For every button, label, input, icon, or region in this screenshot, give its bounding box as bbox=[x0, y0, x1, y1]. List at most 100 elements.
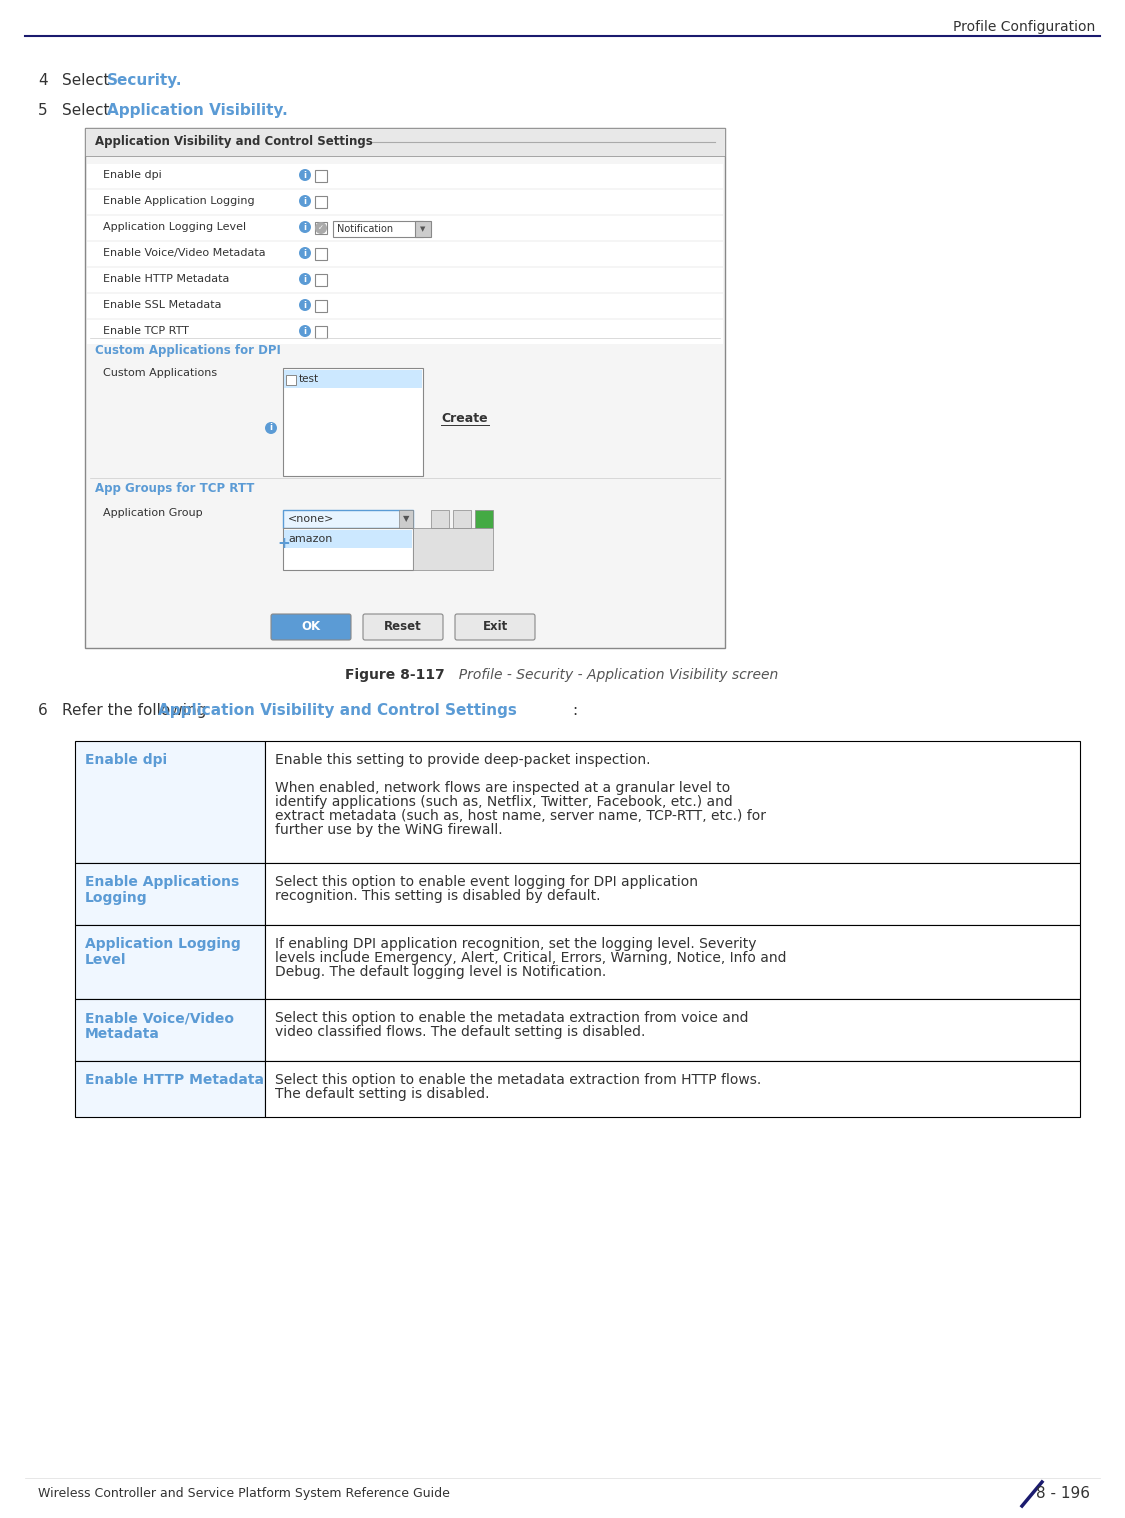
Text: i: i bbox=[270, 424, 272, 433]
FancyBboxPatch shape bbox=[363, 613, 443, 641]
Text: Security.: Security. bbox=[107, 73, 182, 88]
Text: test: test bbox=[299, 373, 319, 384]
Text: Select this option to enable the metadata extraction from voice and: Select this option to enable the metadat… bbox=[274, 1011, 748, 1025]
Circle shape bbox=[299, 194, 310, 206]
Bar bbox=[431, 510, 449, 528]
Text: <none>: <none> bbox=[288, 515, 334, 524]
Text: further use by the WiNG firewall.: further use by the WiNG firewall. bbox=[274, 823, 503, 836]
Bar bbox=[453, 510, 471, 528]
Circle shape bbox=[299, 273, 310, 285]
Text: Refer the following: Refer the following bbox=[62, 703, 212, 718]
Text: i: i bbox=[304, 249, 306, 258]
Bar bbox=[87, 320, 723, 345]
Text: identify applications (such as, Netflix, Twitter, Facebook, etc.) and: identify applications (such as, Netflix,… bbox=[274, 795, 732, 809]
Text: Reset: Reset bbox=[384, 621, 422, 633]
Text: 4: 4 bbox=[38, 73, 47, 88]
Bar bbox=[284, 367, 423, 477]
Text: Enable Voice/Video
Metadata: Enable Voice/Video Metadata bbox=[86, 1011, 234, 1041]
Bar bbox=[415, 222, 431, 237]
Text: 8 - 196: 8 - 196 bbox=[1036, 1486, 1090, 1501]
Bar bbox=[87, 294, 723, 317]
Text: OK: OK bbox=[302, 621, 321, 633]
Bar bbox=[75, 924, 266, 999]
Text: i: i bbox=[304, 170, 306, 179]
Bar bbox=[266, 924, 1080, 999]
Text: i: i bbox=[304, 326, 306, 335]
Bar bbox=[87, 241, 723, 266]
Bar bbox=[315, 301, 327, 313]
Text: video classified flows. The default setting is disabled.: video classified flows. The default sett… bbox=[274, 1025, 646, 1038]
Text: Application Visibility and Control Settings: Application Visibility and Control Setti… bbox=[94, 135, 372, 149]
Text: Enable SSL Metadata: Enable SSL Metadata bbox=[104, 301, 222, 310]
Text: :: : bbox=[572, 703, 577, 718]
Bar bbox=[86, 128, 725, 648]
Text: Custom Applications: Custom Applications bbox=[104, 367, 217, 378]
Circle shape bbox=[266, 422, 277, 434]
Text: The default setting is disabled.: The default setting is disabled. bbox=[274, 1087, 489, 1101]
Text: Notification: Notification bbox=[338, 225, 393, 234]
Text: i: i bbox=[304, 223, 306, 232]
Text: Enable HTTP Metadata: Enable HTTP Metadata bbox=[104, 275, 230, 284]
Text: Select this option to enable the metadata extraction from HTTP flows.: Select this option to enable the metadat… bbox=[274, 1073, 762, 1087]
Text: Enable Application Logging: Enable Application Logging bbox=[104, 196, 254, 206]
Bar bbox=[413, 528, 493, 569]
Text: i: i bbox=[304, 275, 306, 284]
Circle shape bbox=[299, 247, 310, 260]
Text: Enable Applications
Logging: Enable Applications Logging bbox=[86, 874, 240, 905]
Bar bbox=[286, 375, 296, 386]
Text: Figure 8-117: Figure 8-117 bbox=[345, 668, 444, 682]
Bar bbox=[87, 216, 723, 240]
Text: ✓: ✓ bbox=[318, 225, 324, 231]
Text: 6: 6 bbox=[38, 703, 47, 718]
Bar bbox=[399, 510, 413, 528]
Bar bbox=[266, 741, 1080, 864]
Circle shape bbox=[299, 299, 310, 311]
Text: Select: Select bbox=[62, 73, 115, 88]
Text: Enable HTTP Metadata: Enable HTTP Metadata bbox=[86, 1073, 264, 1087]
Bar bbox=[315, 222, 327, 234]
Text: recognition. This setting is disabled by default.: recognition. This setting is disabled by… bbox=[274, 890, 601, 903]
Text: ▼: ▼ bbox=[403, 515, 410, 524]
Bar bbox=[284, 510, 413, 528]
Bar bbox=[333, 222, 423, 237]
Bar bbox=[315, 275, 327, 285]
Text: i: i bbox=[304, 301, 306, 310]
Text: Profile - Security - Application Visibility screen: Profile - Security - Application Visibil… bbox=[450, 668, 778, 682]
Bar bbox=[87, 269, 723, 291]
Bar bbox=[284, 370, 422, 389]
Bar bbox=[86, 128, 725, 156]
FancyBboxPatch shape bbox=[455, 613, 536, 641]
Bar bbox=[315, 326, 327, 339]
Bar bbox=[284, 530, 412, 548]
Bar bbox=[475, 510, 493, 528]
Bar bbox=[284, 528, 413, 569]
Text: ▼: ▼ bbox=[421, 226, 425, 232]
Text: Enable TCP RTT: Enable TCP RTT bbox=[104, 326, 189, 335]
Bar bbox=[75, 1061, 266, 1117]
Bar bbox=[266, 864, 1080, 924]
Text: 5: 5 bbox=[38, 103, 47, 118]
Text: Enable Voice/Video Metadata: Enable Voice/Video Metadata bbox=[104, 247, 266, 258]
Text: Enable dpi: Enable dpi bbox=[86, 753, 168, 767]
Text: Enable dpi: Enable dpi bbox=[104, 170, 162, 181]
Circle shape bbox=[299, 168, 310, 181]
Text: Exit: Exit bbox=[483, 621, 507, 633]
Text: Application Visibility and Control Settings: Application Visibility and Control Setti… bbox=[158, 703, 516, 718]
Bar bbox=[315, 196, 327, 208]
Text: App Groups for TCP RTT: App Groups for TCP RTT bbox=[94, 483, 254, 495]
Circle shape bbox=[315, 222, 327, 234]
Bar bbox=[87, 190, 723, 214]
Text: Application Group: Application Group bbox=[104, 509, 202, 518]
Text: i: i bbox=[304, 196, 306, 205]
FancyBboxPatch shape bbox=[271, 613, 351, 641]
Text: +: + bbox=[277, 536, 290, 551]
Text: When enabled, network flows are inspected at a granular level to: When enabled, network flows are inspecte… bbox=[274, 780, 730, 795]
Bar bbox=[315, 170, 327, 182]
Text: Create: Create bbox=[441, 411, 487, 425]
Text: Select: Select bbox=[62, 103, 115, 118]
Text: Enable this setting to provide deep-packet inspection.: Enable this setting to provide deep-pack… bbox=[274, 753, 650, 767]
Text: amazon: amazon bbox=[288, 534, 332, 543]
Bar bbox=[266, 999, 1080, 1061]
Circle shape bbox=[299, 325, 310, 337]
Text: Application Logging
Level: Application Logging Level bbox=[86, 937, 241, 967]
